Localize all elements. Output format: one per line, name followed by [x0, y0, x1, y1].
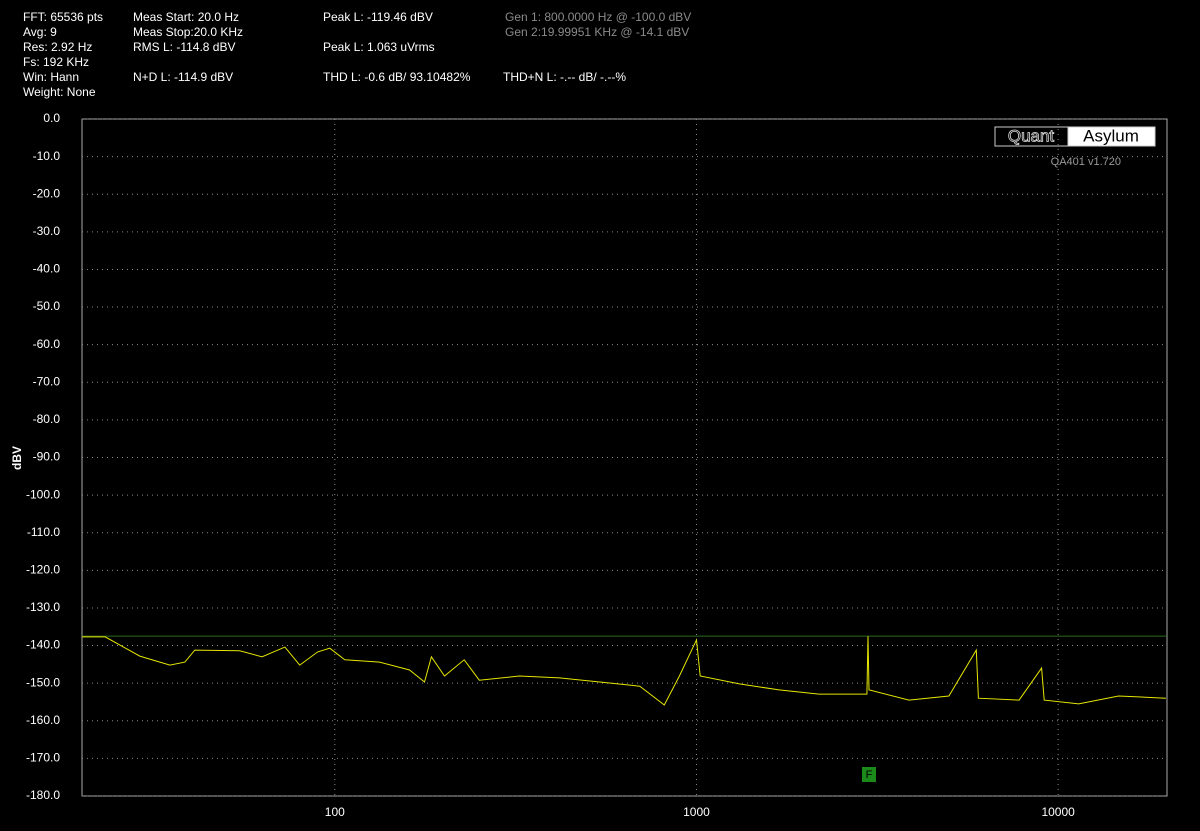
measurement: N+D L: -114.9 dBV [133, 70, 233, 84]
y-tick-label: -130.0 [26, 600, 60, 614]
stat: Win: Hann [23, 70, 79, 84]
y-tick-label: -120.0 [26, 563, 60, 577]
measurement: Meas Stop:20.0 KHz [133, 25, 243, 39]
measurement: Meas Start: 20.0 Hz [133, 10, 239, 24]
y-tick-label: 0.0 [43, 111, 60, 125]
logo-text: Quant [1008, 126, 1055, 145]
stat: FFT: 65536 pts [23, 10, 103, 24]
logo-box [1067, 126, 1156, 147]
y-tick-label: -150.0 [26, 675, 60, 689]
y-tick-label: -90.0 [33, 450, 61, 464]
y-tick-label: -80.0 [33, 412, 61, 426]
y-tick-label: -140.0 [26, 638, 60, 652]
version: QA401 v1.720 [1051, 156, 1121, 168]
y-tick-label: -100.0 [26, 487, 60, 501]
measurement: THD L: -0.6 dB/ 93.10482% [323, 70, 471, 84]
y-tick-label: -40.0 [33, 262, 61, 276]
y-tick-label: -20.0 [33, 186, 61, 200]
stat: Avg: 9 [23, 25, 57, 39]
y-tick-label: -160.0 [26, 713, 60, 727]
x-tick-label: 1000 [683, 805, 710, 819]
measurement: Peak L: 1.063 uVrms [323, 40, 435, 54]
marker-label: F [866, 769, 873, 781]
y-tick-label: -10.0 [33, 149, 61, 163]
generator: Gen 1: 800.0000 Hz @ -100.0 dBV [505, 10, 691, 24]
generator: Gen 2:19.99951 KHz @ -14.1 dBV [505, 25, 689, 39]
logo-text: Asylum [1083, 126, 1139, 145]
measurement: RMS L: -114.8 dBV [133, 40, 236, 54]
measurement: THD+N L: -.-- dB/ -.--% [503, 70, 626, 84]
y-tick-label: -180.0 [26, 788, 60, 802]
y-axis-label: dBV [10, 446, 24, 470]
x-tick-label: 10000 [1041, 805, 1075, 819]
stat: Fs: 192 KHz [23, 55, 89, 69]
measurement: Peak L: -119.46 dBV [323, 10, 433, 24]
stat: Weight: None [23, 85, 96, 99]
stat: Res: 2.92 Hz [23, 40, 92, 54]
x-tick-label: 100 [325, 805, 345, 819]
y-tick-label: -70.0 [33, 374, 61, 388]
y-tick-label: -170.0 [26, 751, 60, 765]
y-tick-label: -30.0 [33, 224, 61, 238]
y-tick-label: -50.0 [33, 299, 61, 313]
y-tick-label: -110.0 [27, 525, 60, 539]
y-tick-label: -60.0 [33, 337, 61, 351]
marker-box [862, 767, 876, 782]
spectrum-trace [82, 636, 1166, 706]
